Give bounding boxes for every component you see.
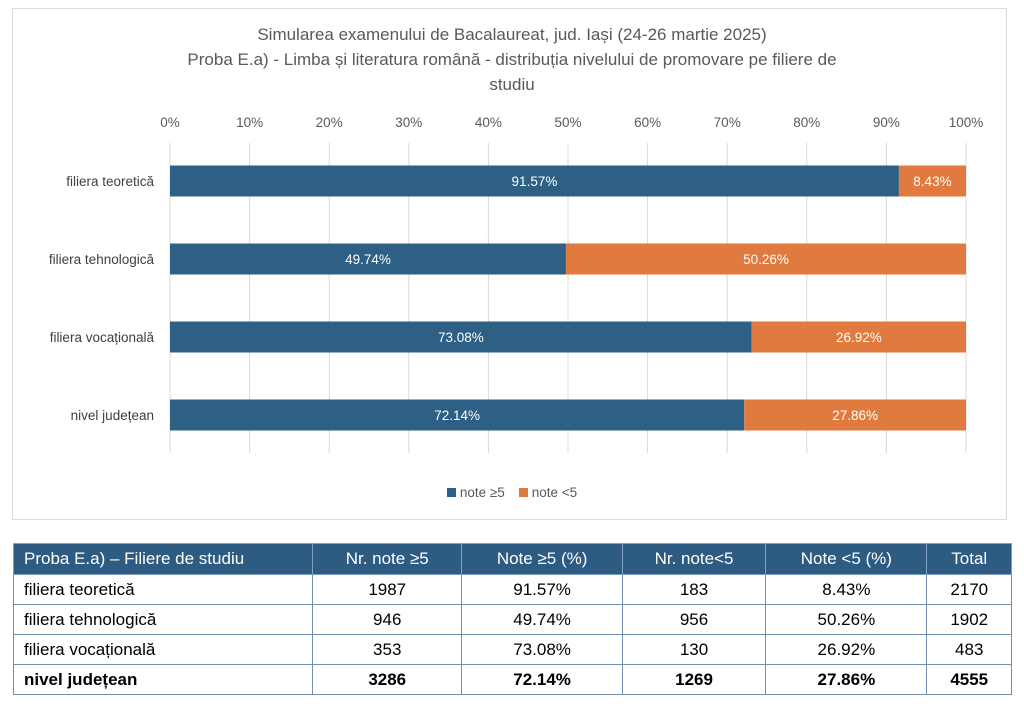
category-label: filiera teoretică [66, 174, 154, 189]
cell-nr-fail: 130 [621, 634, 767, 665]
bar-fail [744, 399, 966, 431]
x-tick-label: 80% [793, 115, 820, 130]
data-label: 26.92% [836, 330, 882, 345]
category-label: filiera vocațională [50, 330, 155, 345]
table-header-row: Proba E.a) – Filiere de studiu Nr. note … [13, 543, 1012, 575]
table-row: filiera tehnologică 946 49.74% 956 50.26… [13, 604, 1012, 635]
bar-pass [170, 165, 899, 197]
header-total: Total [926, 543, 1012, 575]
results-table: Proba E.a) – Filiere de studiu Nr. note … [13, 543, 1012, 695]
x-tick-label: 90% [873, 115, 900, 130]
legend-swatch-pass [446, 488, 456, 497]
cell-total: 2170 [926, 574, 1012, 605]
cell-nr-pass: 353 [311, 634, 463, 665]
cell-filiera: filiera vocațională [13, 634, 313, 665]
bar-fail [898, 165, 966, 197]
x-tick-label: 100% [949, 115, 984, 130]
legend-item-pass: note ≥5 [446, 485, 505, 500]
legend-item-fail: note <5 [518, 485, 578, 500]
header-nr-fail: Nr. note<5 [621, 543, 767, 575]
cell-total: 4555 [926, 664, 1012, 695]
cell-total: 483 [926, 634, 1012, 665]
x-tick-label: 30% [395, 115, 422, 130]
x-tick-label: 10% [236, 115, 263, 130]
cell-pct-fail: 27.86% [765, 664, 928, 695]
cell-pct-pass: 72.14% [461, 664, 623, 695]
cell-nr-pass: 1987 [311, 574, 463, 605]
category-label: nivel județean [71, 408, 154, 423]
data-label: 91.57% [512, 174, 558, 189]
data-label: 73.08% [438, 330, 484, 345]
data-label: 72.14% [434, 408, 480, 423]
cell-pct-pass: 49.74% [461, 604, 623, 635]
cell-filiera: filiera tehnologică [13, 604, 313, 635]
cell-pct-pass: 73.08% [461, 634, 623, 665]
x-tick-label: 20% [316, 115, 343, 130]
legend-swatch-fail [518, 488, 528, 497]
cell-nr-fail: 956 [621, 604, 767, 635]
cell-total: 1902 [926, 604, 1012, 635]
cell-filiera: filiera teoretică [13, 574, 313, 605]
bar-pass [170, 321, 752, 353]
cell-nr-pass: 946 [311, 604, 463, 635]
x-tick-label: 50% [554, 115, 581, 130]
data-label: 27.86% [832, 408, 878, 423]
x-tick-label: 40% [475, 115, 502, 130]
legend-label-fail: note <5 [531, 485, 578, 500]
data-label: 49.74% [345, 252, 391, 267]
cell-pct-fail: 50.26% [765, 604, 928, 635]
bar-pass [170, 243, 566, 275]
cell-nr-fail: 1269 [621, 664, 767, 695]
chart-title-line-3: studiu [489, 75, 535, 94]
bar-fail [751, 321, 966, 353]
header-pct-pass: Note ≥5 (%) [461, 543, 623, 575]
table-row: filiera teoretică 1987 91.57% 183 8.43% … [13, 574, 1012, 605]
cell-pct-fail: 8.43% [765, 574, 928, 605]
cell-filiera: nivel județean [13, 664, 313, 695]
x-tick-label: 70% [714, 115, 741, 130]
cell-pct-fail: 26.92% [765, 634, 928, 665]
cell-nr-fail: 183 [621, 574, 767, 605]
header-pct-fail: Note <5 (%) [765, 543, 928, 575]
cell-pct-pass: 91.57% [461, 574, 623, 605]
category-label: filiera tehnologică [49, 252, 155, 267]
data-label: 8.43% [913, 174, 951, 189]
chart-title-line-2: Proba E.a) - Limba și literatura română … [187, 50, 837, 69]
data-label: 50.26% [743, 252, 789, 267]
table-row-total: nivel județean 3286 72.14% 1269 27.86% 4… [13, 664, 1012, 695]
cell-nr-pass: 3286 [311, 664, 463, 695]
header-filiera: Proba E.a) – Filiere de studiu [13, 543, 313, 575]
legend-label-pass: note ≥5 [459, 485, 505, 500]
chart-legend: note ≥5 note <5 [0, 485, 1024, 500]
x-tick-label: 0% [160, 115, 180, 130]
bar-fail [565, 243, 966, 275]
x-tick-label: 60% [634, 115, 661, 130]
table-row: filiera vocațională 353 73.08% 130 26.92… [13, 634, 1012, 665]
bar-pass [170, 399, 745, 431]
chart-title-line-1: Simularea examenului de Bacalaureat, jud… [257, 25, 767, 44]
header-nr-pass: Nr. note ≥5 [311, 543, 463, 575]
